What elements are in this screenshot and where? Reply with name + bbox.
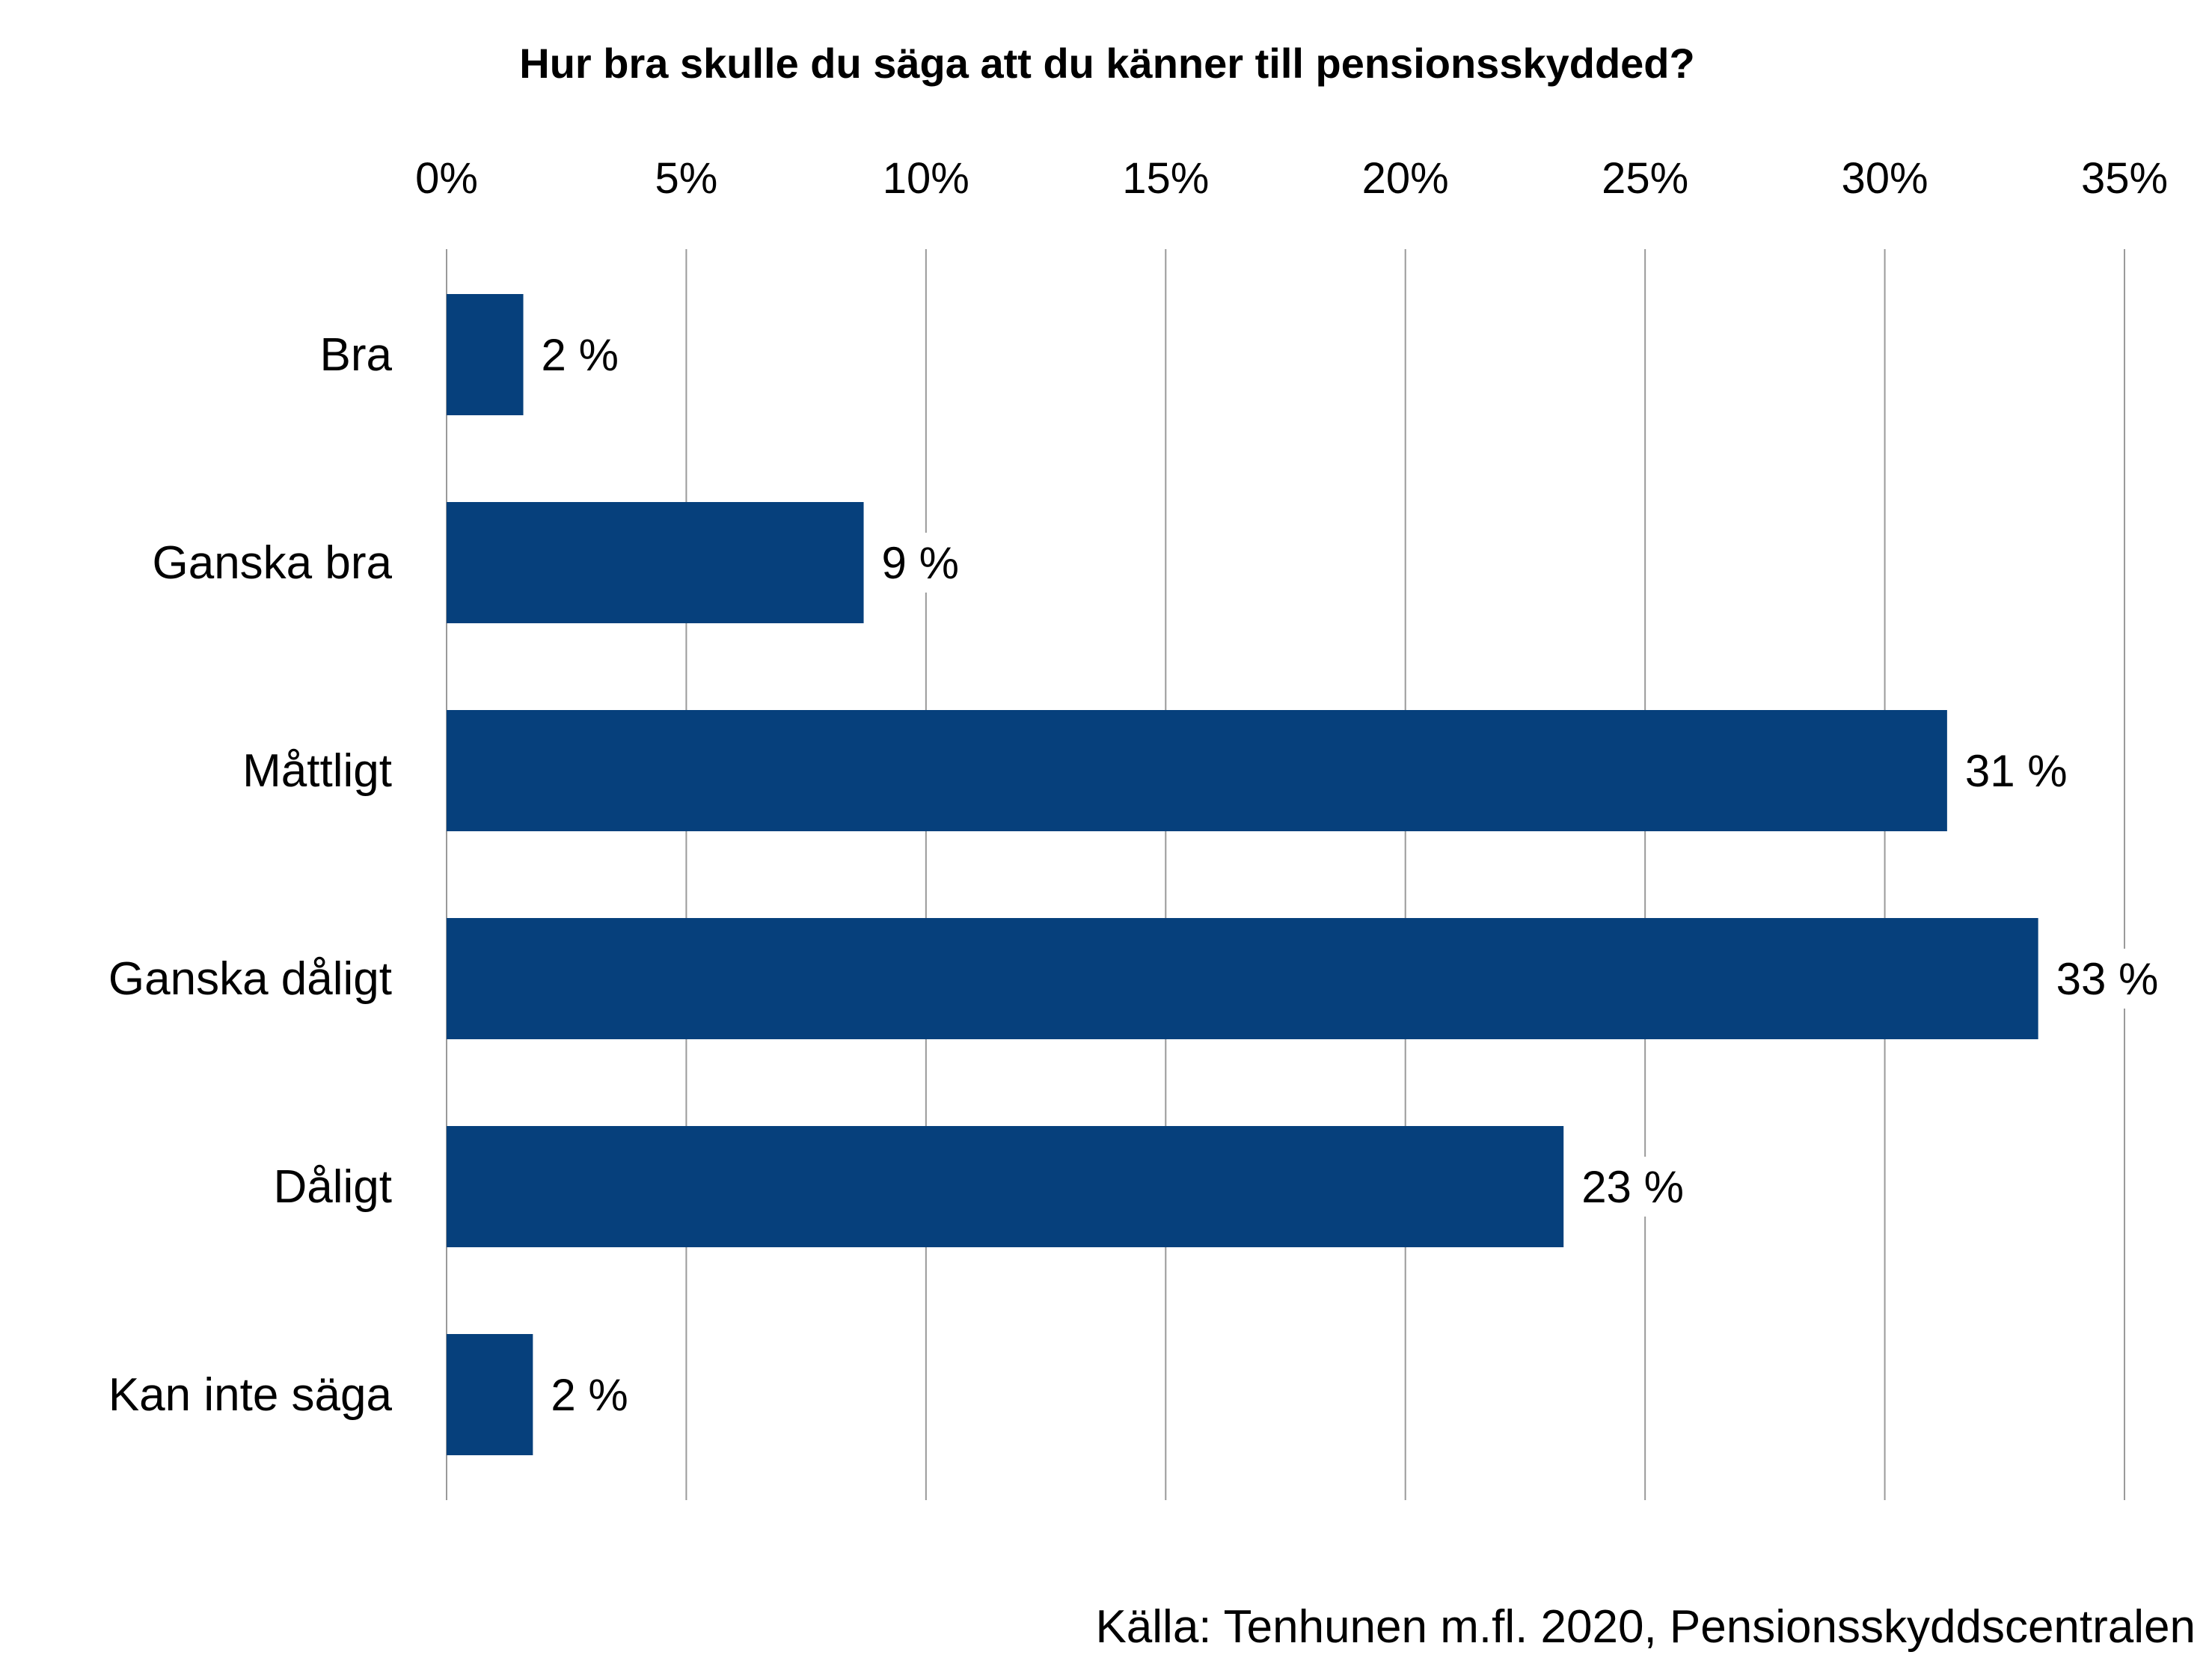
value-label: 33 % bbox=[2056, 954, 2159, 1004]
value-label-background bbox=[1958, 741, 2070, 801]
value-label: 31 % bbox=[1965, 746, 2068, 796]
value-label-background bbox=[875, 533, 962, 593]
bar-1 bbox=[447, 502, 864, 623]
category-label: Ganska dåligt bbox=[108, 953, 392, 1005]
value-label: 23 % bbox=[1581, 1162, 1684, 1212]
x-tick-label: 30% bbox=[1842, 154, 1928, 203]
x-tick-label: 35% bbox=[2081, 154, 2168, 203]
category-label: Dåligt bbox=[273, 1161, 392, 1213]
category-labels: Bra Ganska bra Måttligt Ganska dåligt Dåligt… bbox=[108, 329, 393, 1421]
bar-4 bbox=[447, 1126, 1564, 1247]
x-tick-label: 0% bbox=[415, 154, 478, 203]
value-labels: 2 % 9 % 31 % 33 % 23 % 2 % bbox=[535, 325, 2161, 1425]
value-label-background bbox=[535, 325, 622, 385]
x-tick-label: 20% bbox=[1362, 154, 1449, 203]
value-label-background bbox=[1575, 1157, 1687, 1217]
chart-title: Hur bra skulle du säga att du känner til… bbox=[519, 40, 1694, 87]
category-label: Bra bbox=[320, 329, 393, 381]
bar-3 bbox=[447, 918, 2038, 1039]
bar-2 bbox=[447, 710, 1947, 831]
category-label: Ganska bra bbox=[152, 537, 392, 589]
x-tick-label: 5% bbox=[655, 154, 718, 203]
source-note: Källa: Tenhunen m.fl. 2020, Pensionsskyd… bbox=[1095, 1601, 2196, 1653]
value-label-background bbox=[2050, 949, 2161, 1009]
value-label: 2 % bbox=[542, 330, 619, 380]
bar-0 bbox=[447, 294, 524, 415]
x-axis-ticks: 0% 5% 10% 15% 20% 25% 30% 35% bbox=[415, 154, 2168, 203]
value-label: 2 % bbox=[551, 1370, 628, 1420]
value-label: 9 % bbox=[882, 538, 959, 588]
x-tick-label: 10% bbox=[883, 154, 969, 203]
bar-5 bbox=[447, 1334, 533, 1455]
category-label: Måttligt bbox=[242, 745, 392, 797]
bars bbox=[447, 294, 2038, 1455]
gridlines bbox=[446, 249, 2125, 1500]
category-label: Kan inte säga bbox=[108, 1369, 393, 1421]
x-tick-label: 15% bbox=[1122, 154, 1209, 203]
x-tick-label: 25% bbox=[1602, 154, 1688, 203]
value-label-background bbox=[545, 1365, 631, 1425]
